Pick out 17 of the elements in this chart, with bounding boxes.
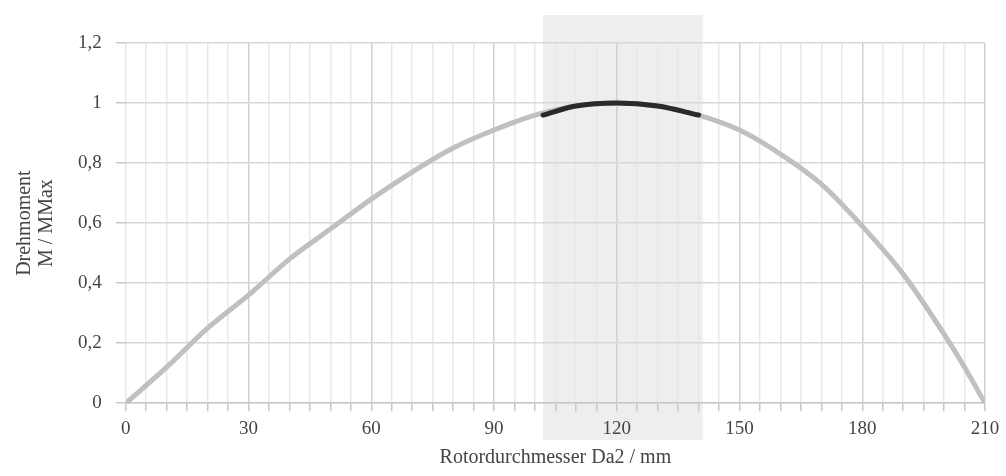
x-tick-label: 30 [239, 416, 258, 438]
y-tick-label: 0,2 [78, 331, 102, 353]
y-tick-label: 0,8 [78, 151, 102, 173]
y-tick-label: 0 [92, 391, 102, 413]
x-tick-label: 150 [725, 416, 754, 438]
y-axis-title: Drehmoment M / MMax [12, 169, 57, 276]
x-tick-label: 210 [970, 416, 1000, 438]
x-tick-label: 90 [484, 416, 504, 438]
x-tick-label: 120 [602, 416, 631, 438]
y-tick-label: 1 [92, 91, 102, 113]
x-tick-label: 60 [361, 416, 381, 438]
x-tick-label: 0 [121, 416, 131, 438]
x-tick-label: 180 [848, 416, 877, 438]
y-tick-label: 0,6 [78, 211, 102, 233]
y-tick-label: 0,4 [78, 271, 103, 293]
y-tick-label: 1,2 [78, 30, 102, 52]
x-axis-title: Rotordurchmesser Da2 / mm [439, 445, 672, 468]
